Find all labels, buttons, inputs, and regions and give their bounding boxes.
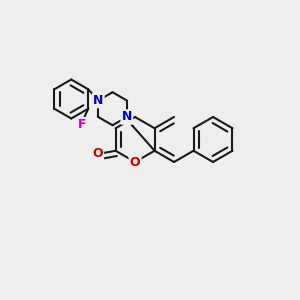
Text: N: N [93, 94, 104, 107]
Text: F: F [78, 118, 86, 131]
Text: O: O [130, 156, 140, 170]
Text: O: O [92, 147, 103, 160]
Text: N: N [122, 110, 132, 124]
